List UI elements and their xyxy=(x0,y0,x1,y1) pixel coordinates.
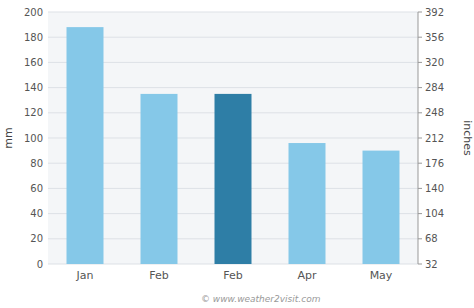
y-tick-label: 100 xyxy=(24,133,43,144)
y-tick-label: 200 xyxy=(24,7,43,18)
y-axis-label: mm xyxy=(2,127,15,148)
bar xyxy=(363,151,400,264)
y2-tick xyxy=(418,87,422,88)
x-tick-label: Apr xyxy=(297,269,317,282)
y-tick-label: 160 xyxy=(24,57,43,68)
y-tick-label: 140 xyxy=(24,82,43,93)
bar xyxy=(215,94,252,264)
grid-line xyxy=(48,12,418,13)
x-tick-label: Feb xyxy=(223,269,242,282)
y2-tick-label: 392 xyxy=(425,7,444,18)
x-tick-label: Feb xyxy=(149,269,168,282)
x-tick-label: Jan xyxy=(76,269,94,282)
y-tick-label: 180 xyxy=(24,32,43,43)
y-tick-label: 40 xyxy=(30,208,43,219)
y-tick-label: 80 xyxy=(30,158,43,169)
y2-tick xyxy=(418,213,422,214)
y-tick-label: 0 xyxy=(37,259,43,270)
y2-tick-label: 212 xyxy=(425,133,444,144)
y-tick-label: 20 xyxy=(30,233,43,244)
y2-tick-label: 176 xyxy=(425,158,444,169)
y2-tick-label: 32 xyxy=(425,259,438,270)
y2-tick xyxy=(418,238,422,239)
y-tick-label: 120 xyxy=(24,107,43,118)
y2-tick xyxy=(418,138,422,139)
y2-tick xyxy=(418,112,422,113)
y2-tick-label: 248 xyxy=(425,107,444,118)
y2-tick xyxy=(418,12,422,13)
y2-tick xyxy=(418,188,422,189)
y2-axis-label: inches xyxy=(461,120,474,156)
bars xyxy=(67,27,400,264)
bar xyxy=(67,27,104,264)
y2-tick xyxy=(418,264,422,265)
y2-tick-label: 104 xyxy=(425,208,444,219)
y2-tick-label: 284 xyxy=(425,82,444,93)
y-tick-label: 60 xyxy=(30,183,43,194)
y2-tick-label: 320 xyxy=(425,57,444,68)
plot-area xyxy=(48,12,418,264)
y2-tick-label: 68 xyxy=(425,233,438,244)
bar xyxy=(289,143,326,264)
y2-tick-label: 356 xyxy=(425,32,444,43)
chart: 0 20 40 60 80 100 120 140 160 180 200 Jan Feb Feb Apr M… xyxy=(0,0,474,308)
y2-tick xyxy=(418,163,422,164)
x-tick-label: May xyxy=(370,269,393,282)
bar xyxy=(141,94,178,264)
y2-tick xyxy=(418,62,422,63)
watermark: © www.weather2visit.com xyxy=(201,294,321,304)
y2-tick-label: 140 xyxy=(425,183,444,194)
y2-tick xyxy=(418,37,422,38)
